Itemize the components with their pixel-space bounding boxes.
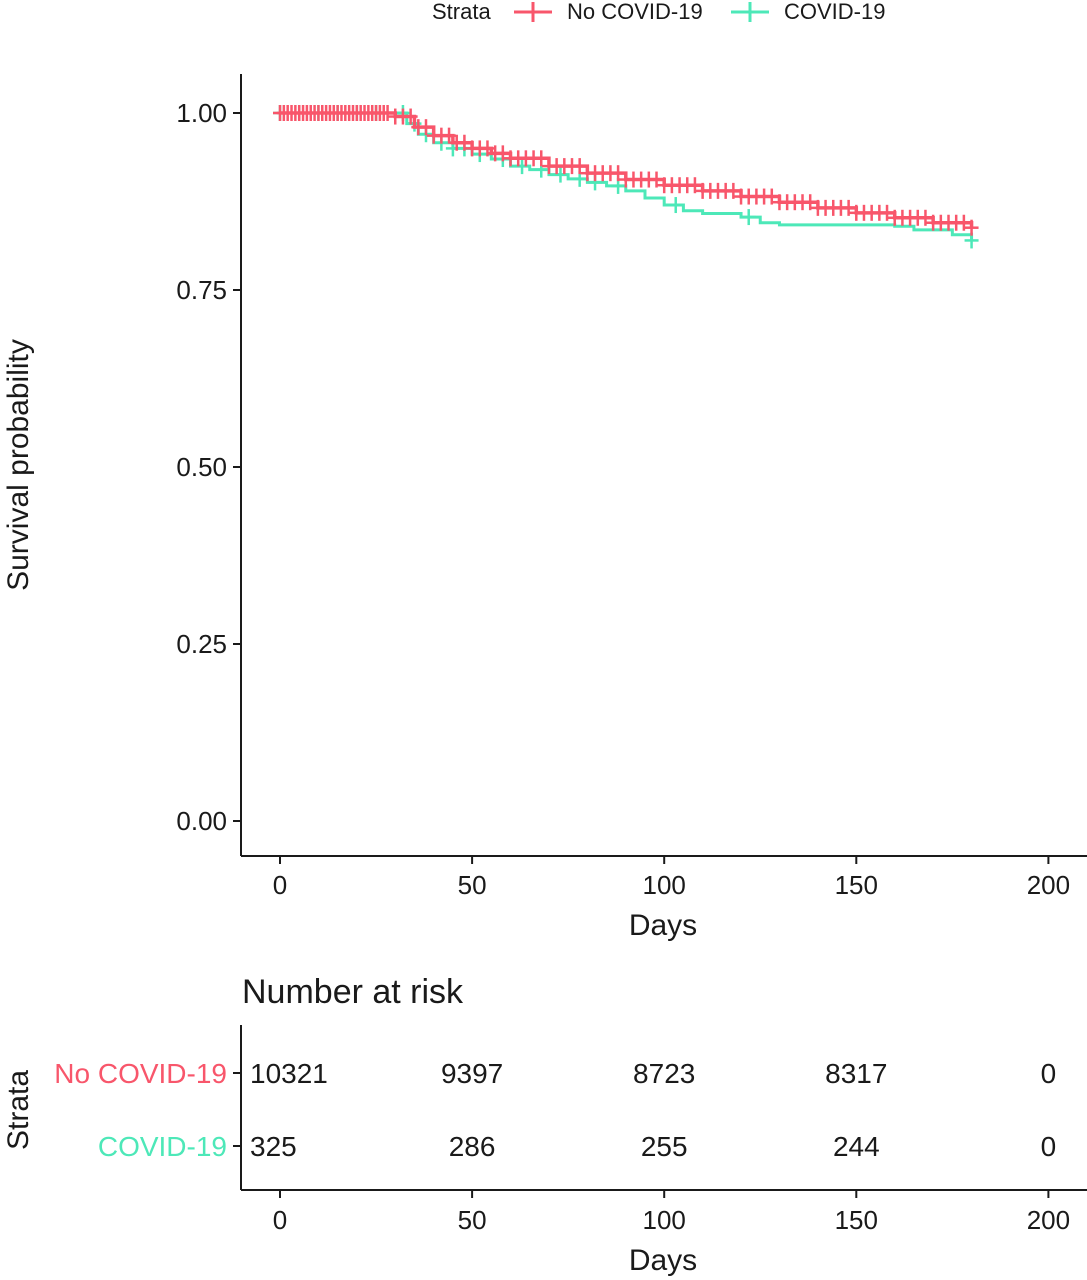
x-tick-label: 50	[458, 870, 487, 900]
risk-x-axis-title: Days	[629, 1244, 697, 1277]
risk-value-covid: 286	[449, 1131, 496, 1162]
risk-row-label-no-covid: No COVID-19	[54, 1058, 227, 1089]
censor-mark-no-covid	[687, 177, 702, 194]
censor-mark-covid	[741, 209, 756, 226]
risk-x-tick-label: 200	[1027, 1205, 1070, 1235]
censor-mark-no-covid	[611, 165, 626, 182]
risk-row-label-covid: COVID-19	[98, 1131, 227, 1162]
censor-mark-no-covid	[457, 134, 472, 151]
risk-x-axis-ticks: 0 50 100 150 200	[273, 1190, 1070, 1235]
y-tick-label: 0.50	[176, 452, 227, 482]
y-tick-label: 1.00	[176, 98, 227, 128]
censor-mark-no-covid	[480, 140, 495, 157]
legend-entry-covid: COVID-19	[731, 0, 885, 24]
censor-mark-no-covid	[956, 214, 971, 231]
risk-x-tick-label: 150	[835, 1205, 878, 1235]
risk-y-axis-title: Strata	[2, 1070, 35, 1150]
censor-mark-no-covid	[403, 108, 418, 125]
y-tick-label: 0.75	[176, 275, 227, 305]
x-tick-label: 100	[643, 870, 686, 900]
censor-mark-no-covid	[495, 145, 510, 162]
risk-value-covid: 244	[833, 1131, 880, 1162]
risk-table: Number at risk No COVID-19 10321 9397 8723 8…	[2, 973, 1087, 1277]
censor-mark-no-covid	[726, 182, 741, 199]
series-line-no-covid	[280, 111, 974, 228]
legend: Strata No COVID-19 COVID-19	[432, 0, 885, 24]
censor-mark-no-covid	[534, 150, 549, 167]
risk-x-tick-label: 50	[458, 1205, 487, 1235]
legend-label-covid: COVID-19	[784, 0, 885, 24]
risk-value-no-covid: 8317	[825, 1058, 887, 1089]
y-axis-title: Survival probability	[2, 339, 35, 591]
risk-value-no-covid: 9397	[441, 1058, 503, 1089]
censor-mark-no-covid	[418, 119, 433, 136]
risk-x-tick-label: 100	[643, 1205, 686, 1235]
x-tick-label: 150	[835, 870, 878, 900]
censor-mark-covid	[668, 197, 683, 214]
x-axis-ticks: 0 50 100 150 200	[273, 856, 1070, 900]
censor-mark-no-covid	[572, 158, 587, 175]
legend-label-no-covid: No COVID-19	[567, 0, 703, 24]
x-tick-label: 0	[273, 870, 287, 900]
censor-mark-no-covid	[649, 171, 664, 188]
censor-mark-no-covid	[764, 188, 779, 205]
risk-table-title: Number at risk	[242, 973, 464, 1011]
censor-mark-no-covid	[442, 127, 457, 144]
legend-title: Strata	[432, 0, 491, 24]
legend-entry-no-covid: No COVID-19	[514, 0, 703, 24]
y-tick-label: 0.00	[176, 806, 227, 836]
risk-x-tick-label: 0	[273, 1205, 287, 1235]
survival-plot: 0.00 0.25 0.50 0.75 1.00 0 50 100 150 200 Days S…	[2, 74, 1087, 942]
x-tick-label: 200	[1027, 870, 1070, 900]
risk-value-covid: 325	[250, 1131, 297, 1162]
risk-value-no-covid: 0	[1041, 1058, 1057, 1089]
censor-mark-covid	[553, 166, 568, 183]
censor-mark-no-covid	[841, 199, 856, 216]
x-axis-title: Days	[629, 909, 697, 942]
censor-mark-no-covid	[918, 209, 933, 226]
risk-value-covid: 0	[1041, 1131, 1057, 1162]
risk-rows: No COVID-19 10321 9397 8723 8317 0 COVID-19 325…	[54, 1058, 1056, 1162]
survival-curves	[273, 105, 979, 249]
y-axis-ticks: 0.00 0.25 0.50 0.75 1.00	[176, 98, 241, 836]
risk-value-no-covid: 10321	[250, 1058, 328, 1089]
risk-value-covid: 255	[641, 1131, 688, 1162]
y-tick-label: 0.25	[176, 629, 227, 659]
risk-value-no-covid: 8723	[633, 1058, 695, 1089]
censor-mark-no-covid	[803, 194, 818, 211]
censor-mark-no-covid	[880, 204, 895, 221]
censor-mark-no-covid	[964, 219, 979, 236]
censor-mark-no-covid	[380, 105, 395, 121]
